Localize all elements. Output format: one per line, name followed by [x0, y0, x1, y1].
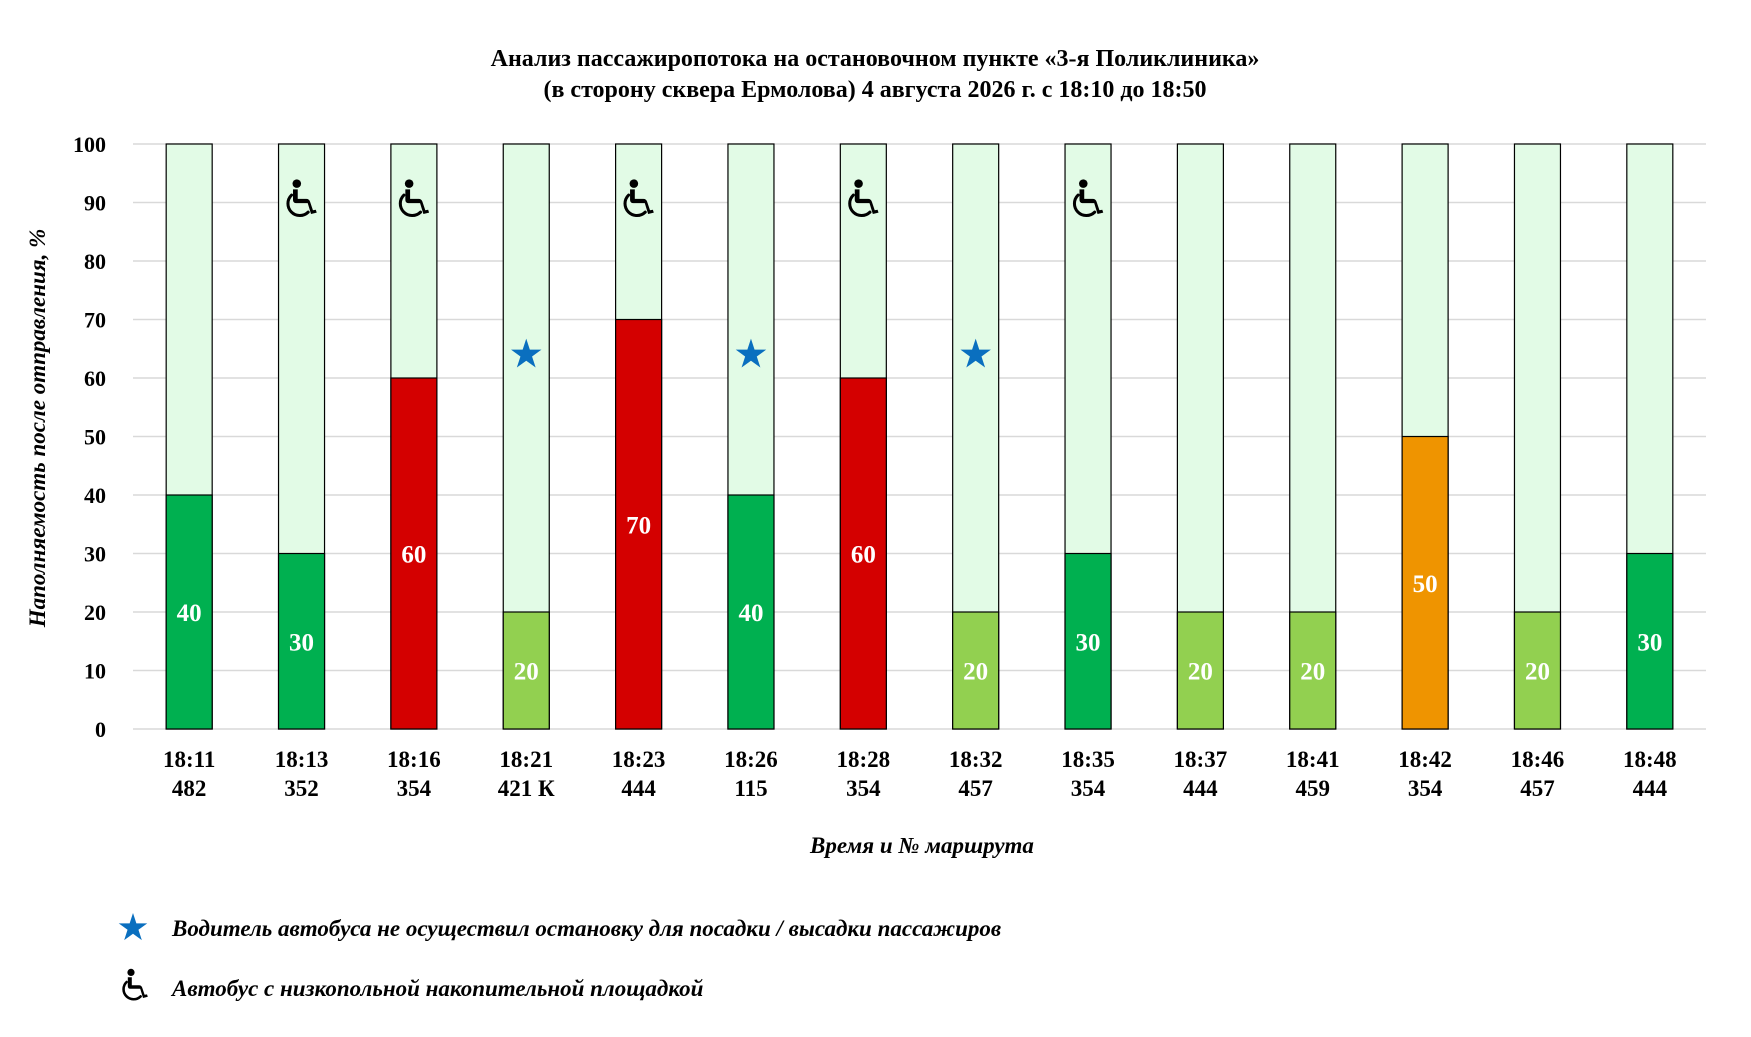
x-tick-time: 18:37 [1174, 747, 1228, 772]
bar-group: 30 [1626, 143, 1674, 730]
x-tick-time: 18:46 [1511, 747, 1565, 772]
legend-item-no-stop: Водитель автобуса не осуществил остановк… [118, 913, 1001, 941]
bar-group: 70 [615, 143, 663, 730]
y-tick-label: 50 [84, 425, 106, 450]
x-tick-time: 18:11 [163, 747, 215, 772]
x-tick-time: 18:13 [275, 747, 329, 772]
x-tick-route: 457 [958, 776, 993, 801]
y-tick-label: 30 [84, 542, 106, 567]
data-label: 20 [1525, 659, 1550, 686]
data-label: 30 [1076, 629, 1101, 656]
bar [1064, 552, 1112, 730]
bar [615, 318, 663, 730]
x-tick-route: 352 [284, 776, 319, 801]
bar-group: 20 [1176, 143, 1224, 730]
bar [390, 377, 438, 730]
bar [727, 494, 775, 730]
star-icon [118, 913, 148, 941]
bar-group: 20 [502, 143, 550, 730]
x-tick-route: 457 [1520, 776, 1555, 801]
bar [839, 377, 887, 730]
legend-item-low-floor: Автобус с низкопольной накопительной пло… [122, 968, 704, 1001]
data-label: 60 [851, 542, 876, 569]
x-tick-time: 18:32 [949, 747, 1003, 772]
bar-group: 40 [165, 143, 213, 730]
bar-group: 60 [839, 143, 887, 730]
x-tick-route: 354 [1071, 776, 1106, 801]
chart-title: Анализ пассажиропотока на остановочном п… [491, 46, 1260, 72]
x-tick-labels: 18:11 482 18:13 352 18:16 354 18:21 421 К 18:23 4… [163, 747, 1677, 801]
bar [1176, 611, 1224, 730]
y-tick-label: 70 [84, 308, 106, 333]
y-tick-label: 100 [73, 132, 106, 157]
y-tick-labels: 0 10 20 30 40 50 60 70 80 90 100 [73, 132, 106, 742]
bars: 40 30 60 20 70 40 60 20 30 20 20 50 20 30 [165, 143, 1674, 730]
x-tick-route: 444 [621, 776, 656, 801]
x-tick-route: 482 [172, 776, 207, 801]
y-axis-title: Наполняемость после отправления, % [25, 229, 50, 629]
bar-group: 30 [277, 143, 326, 730]
bar [165, 494, 213, 730]
data-label: 50 [1413, 571, 1438, 598]
x-tick-time: 18:21 [499, 747, 553, 772]
bar-group: 40 [727, 143, 775, 730]
y-tick-label: 40 [84, 483, 106, 508]
legend-text-no-stop: Водитель автобуса не осуществил остановк… [171, 916, 1001, 941]
y-tick-label: 0 [95, 717, 106, 742]
chart-subtitle: (в сторону сквера Ермолова) 4 августа 20… [543, 77, 1206, 103]
y-tick-label: 20 [84, 600, 106, 625]
y-tick-label: 80 [84, 249, 106, 274]
x-tick-time: 18:41 [1286, 747, 1340, 772]
y-tick-label: 60 [84, 366, 106, 391]
data-label: 40 [738, 600, 763, 627]
bar-group: 30 [1064, 143, 1112, 730]
x-tick-time: 18:16 [387, 747, 441, 772]
x-tick-time: 18:35 [1061, 747, 1115, 772]
bar-group: 20 [1513, 143, 1562, 730]
bar-group: 50 [1401, 143, 1449, 730]
data-label: 20 [1188, 659, 1213, 686]
x-tick-time: 18:26 [724, 747, 778, 772]
x-tick-route: 444 [1633, 776, 1668, 801]
data-label: 30 [289, 629, 314, 656]
x-tick-route: 444 [1183, 776, 1218, 801]
x-tick-time: 18:42 [1398, 747, 1452, 772]
data-label: 20 [514, 659, 539, 686]
y-tick-label: 10 [84, 659, 106, 684]
y-tick-label: 90 [84, 191, 106, 216]
bar [277, 552, 326, 730]
x-tick-time: 18:28 [836, 747, 890, 772]
bar-group: 60 [390, 143, 438, 730]
bar [1626, 552, 1674, 730]
bar [952, 611, 1000, 730]
x-tick-route: 421 К [498, 776, 555, 801]
gridlines [133, 143, 1706, 730]
bar-group: 20 [1289, 143, 1337, 730]
data-label: 70 [626, 512, 651, 539]
wheelchair-icon [122, 968, 150, 1001]
bar [1401, 435, 1449, 730]
x-tick-route: 354 [1408, 776, 1443, 801]
x-tick-route: 115 [734, 776, 767, 801]
x-tick-time: 18:23 [612, 747, 666, 772]
data-label: 30 [1637, 629, 1662, 656]
bar [502, 611, 550, 730]
x-tick-route: 354 [397, 776, 432, 801]
legend-text-low-floor: Автобус с низкопольной накопительной пло… [170, 976, 704, 1001]
x-tick-route: 459 [1296, 776, 1331, 801]
bar [1513, 611, 1562, 730]
x-tick-time: 18:48 [1623, 747, 1677, 772]
bar [1289, 611, 1337, 730]
legend: Водитель автобуса не осуществил остановк… [118, 913, 1001, 1001]
data-label: 20 [1300, 659, 1325, 686]
x-tick-route: 354 [846, 776, 881, 801]
bar-group: 20 [952, 143, 1000, 730]
data-label: 20 [963, 659, 988, 686]
x-axis-title: Время и № маршрута [809, 833, 1034, 858]
data-label: 60 [401, 542, 426, 569]
data-label: 40 [177, 600, 202, 627]
